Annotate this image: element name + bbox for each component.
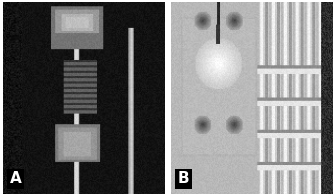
Text: A: A	[10, 171, 22, 186]
Text: B: B	[178, 171, 189, 186]
